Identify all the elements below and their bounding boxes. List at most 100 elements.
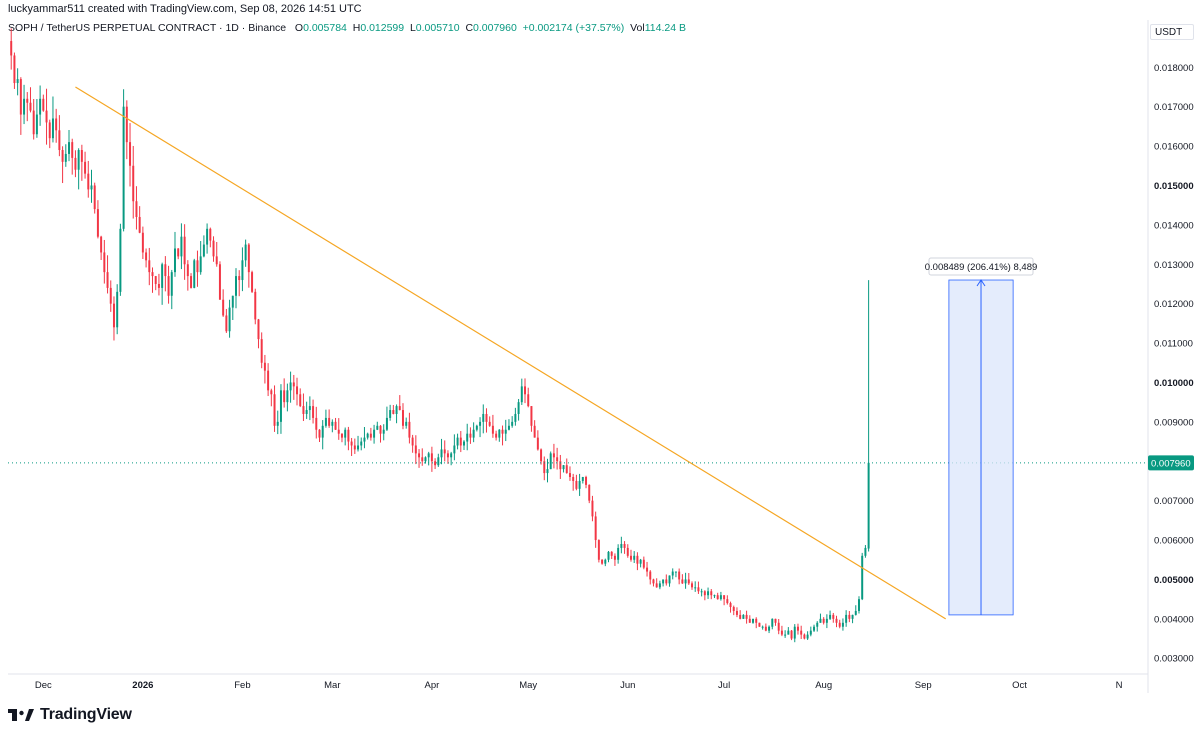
candle-body: [109, 287, 112, 304]
candle-body: [273, 394, 276, 426]
price-range-label-box: [928, 257, 1034, 276]
candle-body: [308, 406, 311, 411]
candle-body: [206, 228, 209, 245]
candle-body: [649, 571, 652, 580]
candle-body: [726, 599, 729, 604]
candle-body: [446, 453, 449, 458]
candle-body: [674, 571, 677, 573]
candle-body: [504, 429, 507, 434]
price-chart[interactable]: 0.007960 0.008489 (206.41%) 8,489 0.01800…: [0, 0, 1200, 700]
candle-body: [761, 626, 764, 628]
candle-body: [829, 614, 832, 619]
candle-body: [703, 591, 706, 596]
candle-body: [10, 41, 13, 56]
open-label: O: [294, 22, 304, 34]
candle-body: [774, 618, 777, 623]
candle-body: [286, 390, 289, 403]
time-tick-label: Apr: [424, 680, 439, 691]
candle-body: [723, 595, 726, 600]
candle-body: [681, 579, 684, 584]
candle-body: [716, 595, 719, 600]
candle-body: [424, 457, 427, 462]
candle-body: [604, 559, 607, 564]
candle-body: [591, 500, 594, 517]
candle-body: [337, 429, 340, 434]
candle-body: [848, 614, 851, 619]
candle-body: [581, 477, 584, 481]
candle-body: [434, 461, 437, 466]
candle-body: [411, 437, 414, 446]
candle-body: [832, 614, 835, 619]
candle-body: [260, 339, 263, 363]
price-tick-label: 0.010000: [1154, 378, 1194, 389]
candle-body: [620, 543, 623, 548]
candle-body: [241, 260, 244, 281]
candle-body: [148, 260, 151, 273]
time-tick-label: Mar: [324, 680, 340, 691]
candle-body: [382, 429, 385, 434]
candle-body: [363, 437, 366, 442]
candle-body: [588, 484, 591, 501]
candle-body: [710, 591, 713, 596]
candle-body: [289, 382, 292, 391]
candle-body: [106, 272, 109, 288]
candles-layer: [10, 28, 870, 643]
tradingview-brand: TradingView: [40, 706, 132, 723]
candle-body: [459, 437, 462, 446]
candle-body: [527, 394, 530, 407]
candle-body: [398, 406, 401, 411]
trend-line[interactable]: [75, 86, 947, 620]
candle-body: [809, 630, 812, 635]
candle-body: [498, 429, 501, 438]
candle-body: [556, 457, 559, 462]
candle-body: [568, 473, 571, 478]
candle-body: [813, 626, 816, 631]
high-label: H: [352, 22, 361, 34]
candle-body: [520, 386, 523, 403]
price-tick-label: 0.005000: [1154, 575, 1194, 586]
price-axis: 0.018000 0.017000 0.016000 0.015000 0.014000…: [1154, 63, 1194, 665]
candle-body: [263, 362, 266, 371]
candle-body: [816, 622, 819, 627]
candle-body: [739, 614, 742, 619]
candle-body: [212, 240, 215, 257]
candle-body: [222, 299, 225, 316]
candle-body: [318, 429, 321, 438]
candle-body: [607, 551, 610, 560]
candle-body: [482, 413, 485, 422]
candle-body: [209, 228, 212, 241]
candle-body: [514, 413, 517, 422]
candle-body: [395, 406, 398, 414]
candle-body: [668, 575, 671, 584]
candle-body: [642, 559, 645, 568]
candle-body: [578, 480, 581, 489]
candle-body: [167, 276, 170, 296]
candle-body: [543, 461, 546, 474]
volume-value: 114.24 B: [644, 22, 686, 34]
time-tick-label: Sep: [915, 680, 932, 691]
candle-body: [180, 236, 183, 257]
candle-body: [331, 421, 334, 426]
candle-body: [806, 634, 809, 639]
time-tick-label: Jun: [620, 680, 635, 691]
candle-body: [48, 122, 51, 139]
open-value: 0.005784: [303, 22, 347, 34]
volume-label: Vol: [630, 22, 645, 34]
candle-body: [315, 417, 318, 430]
candle-body: [752, 618, 755, 623]
candle-body: [864, 547, 867, 556]
candle-body: [154, 276, 157, 284]
price-tick-label: 0.012000: [1154, 299, 1194, 310]
candle-body: [254, 291, 257, 320]
candle-body: [819, 618, 822, 623]
candle-body: [549, 453, 552, 470]
candle-body: [135, 201, 138, 217]
candle-body: [302, 406, 305, 414]
currency-button[interactable]: USDT: [1150, 24, 1194, 40]
time-tick-label: Feb: [234, 680, 250, 691]
tradingview-logo: TradingView: [8, 706, 132, 724]
candle-body: [405, 421, 408, 426]
candle-body: [218, 264, 221, 300]
change-value: +0.002174 (+37.57%): [522, 22, 625, 34]
candle-body: [58, 130, 61, 151]
